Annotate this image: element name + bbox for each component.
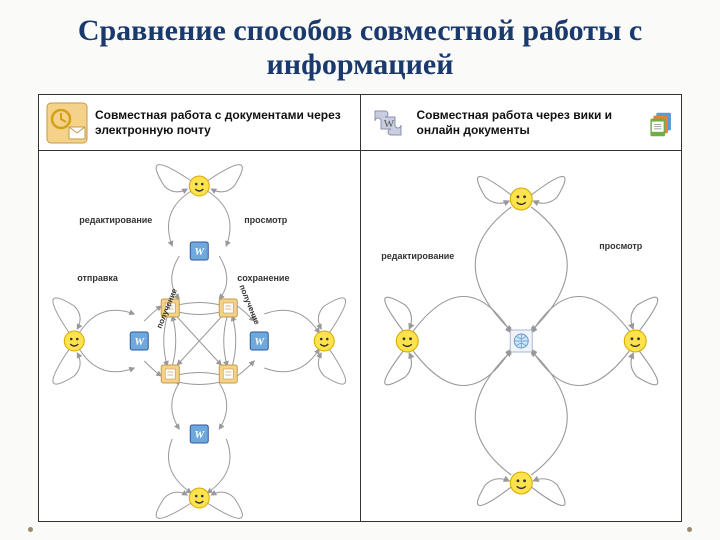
- email-diagram: W: [39, 151, 360, 521]
- svg-text:W: W: [383, 118, 394, 130]
- panel-email: Совместная работа с документами через эл…: [39, 95, 361, 521]
- label-get-2: получение: [237, 283, 261, 326]
- label-view-r: просмотр: [599, 241, 643, 251]
- comparison-table: Совместная работа с документами через эл…: [38, 94, 682, 522]
- wiki-puzzle-icon: W: [367, 101, 411, 145]
- panel-email-title: Совместная работа с документами через эл…: [95, 108, 354, 138]
- page-title: Сравнение способов совместной работы с и…: [0, 0, 720, 88]
- label-send: отправка: [77, 273, 119, 283]
- decorative-dot: [687, 527, 692, 532]
- label-save: сохранение: [237, 273, 289, 283]
- folders-icon: [646, 103, 675, 143]
- panel-wiki-header: W Совместная работа через вики и онлайн …: [361, 95, 682, 151]
- label-edit-r: редактирование: [381, 251, 454, 261]
- panel-wiki: W Совместная работа через вики и онлайн …: [361, 95, 682, 521]
- label-edit: редактирование: [79, 215, 152, 225]
- decorative-dot: [28, 527, 33, 532]
- label-view: просмотр: [244, 215, 288, 225]
- outlook-icon: [45, 101, 89, 145]
- panel-wiki-title: Совместная работа через вики и онлайн до…: [417, 108, 646, 138]
- panel-email-header: Совместная работа с документами через эл…: [39, 95, 360, 151]
- wiki-diagram: редактирование просмотр: [361, 151, 682, 521]
